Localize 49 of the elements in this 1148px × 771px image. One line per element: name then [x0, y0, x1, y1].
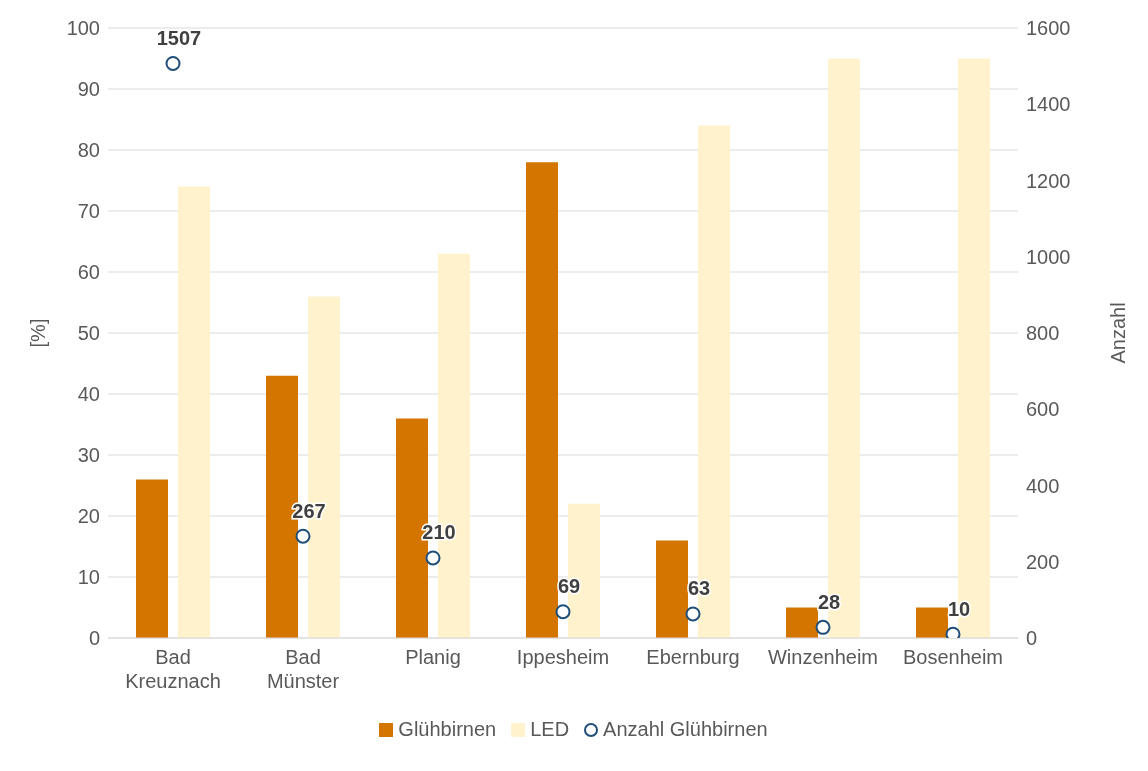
y-tick-label: 70	[77, 200, 100, 223]
point	[295, 528, 311, 544]
legend-label: LED	[529, 718, 570, 741]
x-tick-label: Winzenheim	[767, 646, 879, 668]
y2-tick-label: 1600	[1026, 17, 1071, 40]
y2-tick-label: 400	[1026, 474, 1060, 497]
x-tick-label: Ippesheim	[516, 646, 610, 668]
bar	[178, 186, 210, 638]
y2-tick-label: 1000	[1026, 245, 1071, 268]
x-tick-label: Ebernburg	[646, 646, 740, 668]
y-tick-label: 50	[77, 322, 100, 345]
point	[425, 550, 441, 566]
point	[555, 604, 571, 620]
data-label: 63	[687, 577, 711, 600]
legend-label: Anzahl Glühbirnen	[602, 718, 768, 741]
bar	[786, 607, 818, 638]
y2-tick-label: 200	[1026, 550, 1060, 573]
y-tick-label: 80	[77, 139, 100, 162]
legend-label: Glühbirnen	[397, 718, 497, 741]
data-label: 1507	[156, 26, 202, 49]
bar	[136, 479, 168, 638]
bar	[916, 607, 948, 638]
y-tick-label: 10	[77, 566, 100, 589]
bar	[656, 540, 688, 638]
x-tick-label: Bad Münster	[266, 646, 340, 692]
bar	[526, 162, 558, 638]
y2-tick-label: 0	[1026, 627, 1038, 650]
y-axis-title: [%]	[27, 318, 50, 348]
x-tick-label: Bosenheim	[902, 646, 1004, 668]
y2-tick-label: 600	[1026, 398, 1060, 421]
y2-tick-label: 1200	[1026, 169, 1071, 192]
data-label: 10	[947, 597, 971, 620]
y-tick-label: 0	[88, 627, 100, 650]
data-label: 28	[817, 590, 841, 613]
y-tick-label: 90	[77, 78, 100, 101]
y-tick-label: 30	[77, 444, 100, 467]
point	[685, 606, 701, 622]
y-tick-label: 100	[66, 17, 100, 40]
y2-tick-label: 1400	[1026, 93, 1071, 116]
y2-tick-label: 800	[1026, 322, 1060, 345]
x-tick-label: Planig	[405, 646, 461, 668]
point	[815, 619, 831, 635]
y2-axis-title: Anzahl	[1107, 302, 1130, 364]
y-tick-label: 40	[77, 383, 100, 406]
y-tick-label: 60	[77, 261, 100, 284]
y-tick-label: 20	[77, 505, 100, 528]
data-label: 69	[557, 575, 581, 598]
x-tick-label: Bad Kreuznach	[125, 646, 221, 692]
point	[165, 55, 181, 71]
